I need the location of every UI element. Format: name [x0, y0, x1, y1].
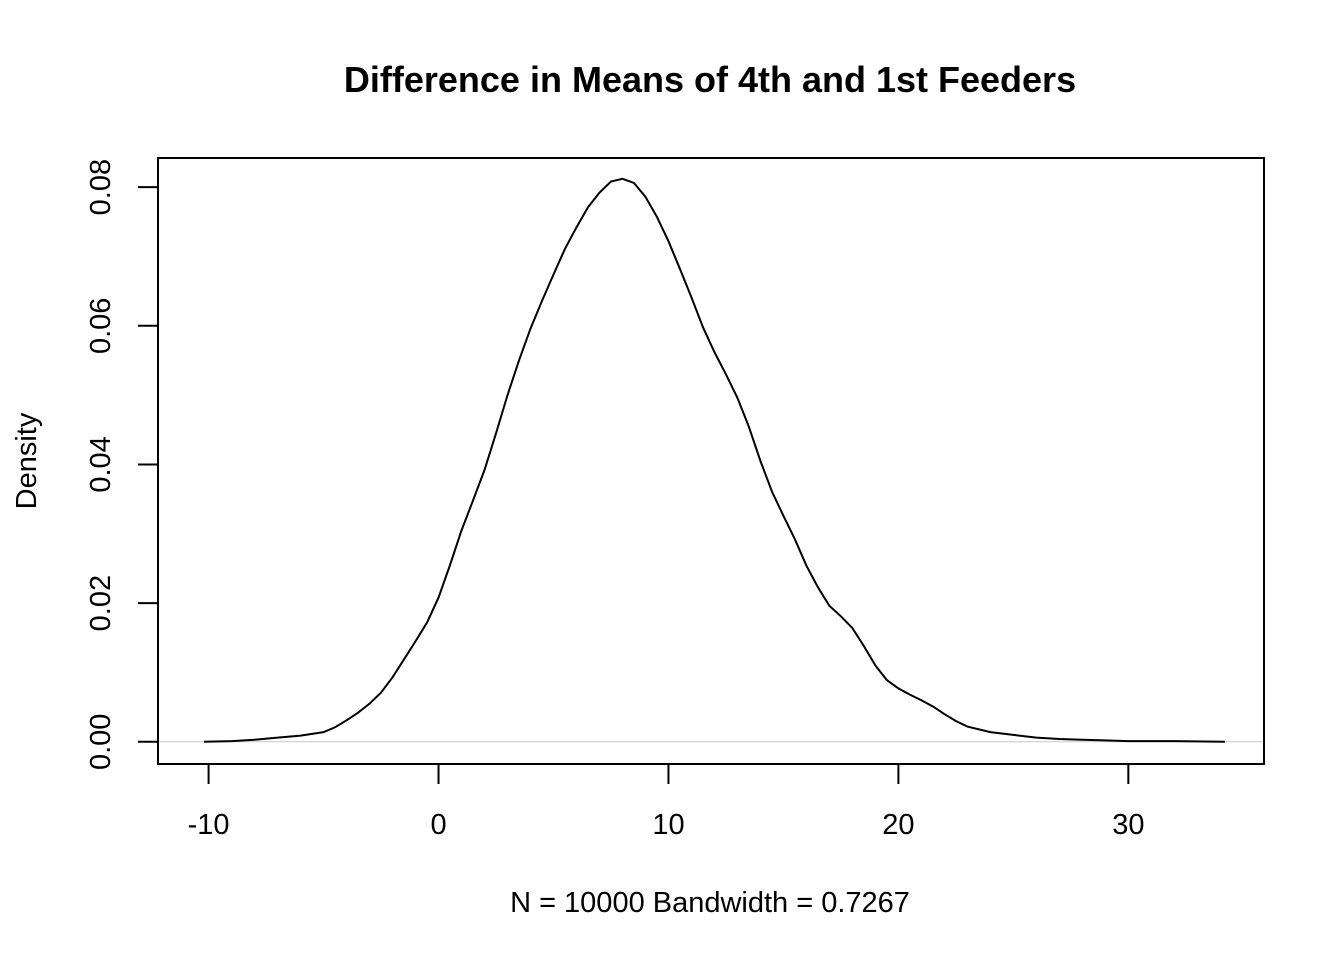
y-tick-label: 0.06: [85, 298, 117, 354]
y-tick-label: 0.08: [85, 159, 117, 215]
x-axis: -10 0 10 20 30: [188, 763, 1144, 841]
chart-title: Difference in Means of 4th and 1st Feede…: [344, 59, 1076, 100]
y-tick-label: 0.00: [85, 714, 117, 770]
y-axis: 0.00 0.02 0.04 0.06 0.08: [85, 159, 159, 770]
density-curve: [203, 177, 1225, 743]
x-tick-label: 10: [652, 809, 684, 841]
x-tick-label: 0: [430, 809, 446, 841]
x-tick-label: -10: [188, 809, 230, 841]
x-tick-label: 20: [882, 809, 914, 841]
x-axis-label: N = 10000 Bandwidth = 0.7267: [510, 887, 910, 919]
y-tick-label: 0.04: [85, 436, 117, 492]
y-tick-label: 0.02: [85, 575, 117, 631]
plot-frame: [157, 157, 1265, 765]
y-axis-label: Density: [11, 412, 43, 509]
x-tick-label: 30: [1112, 809, 1144, 841]
